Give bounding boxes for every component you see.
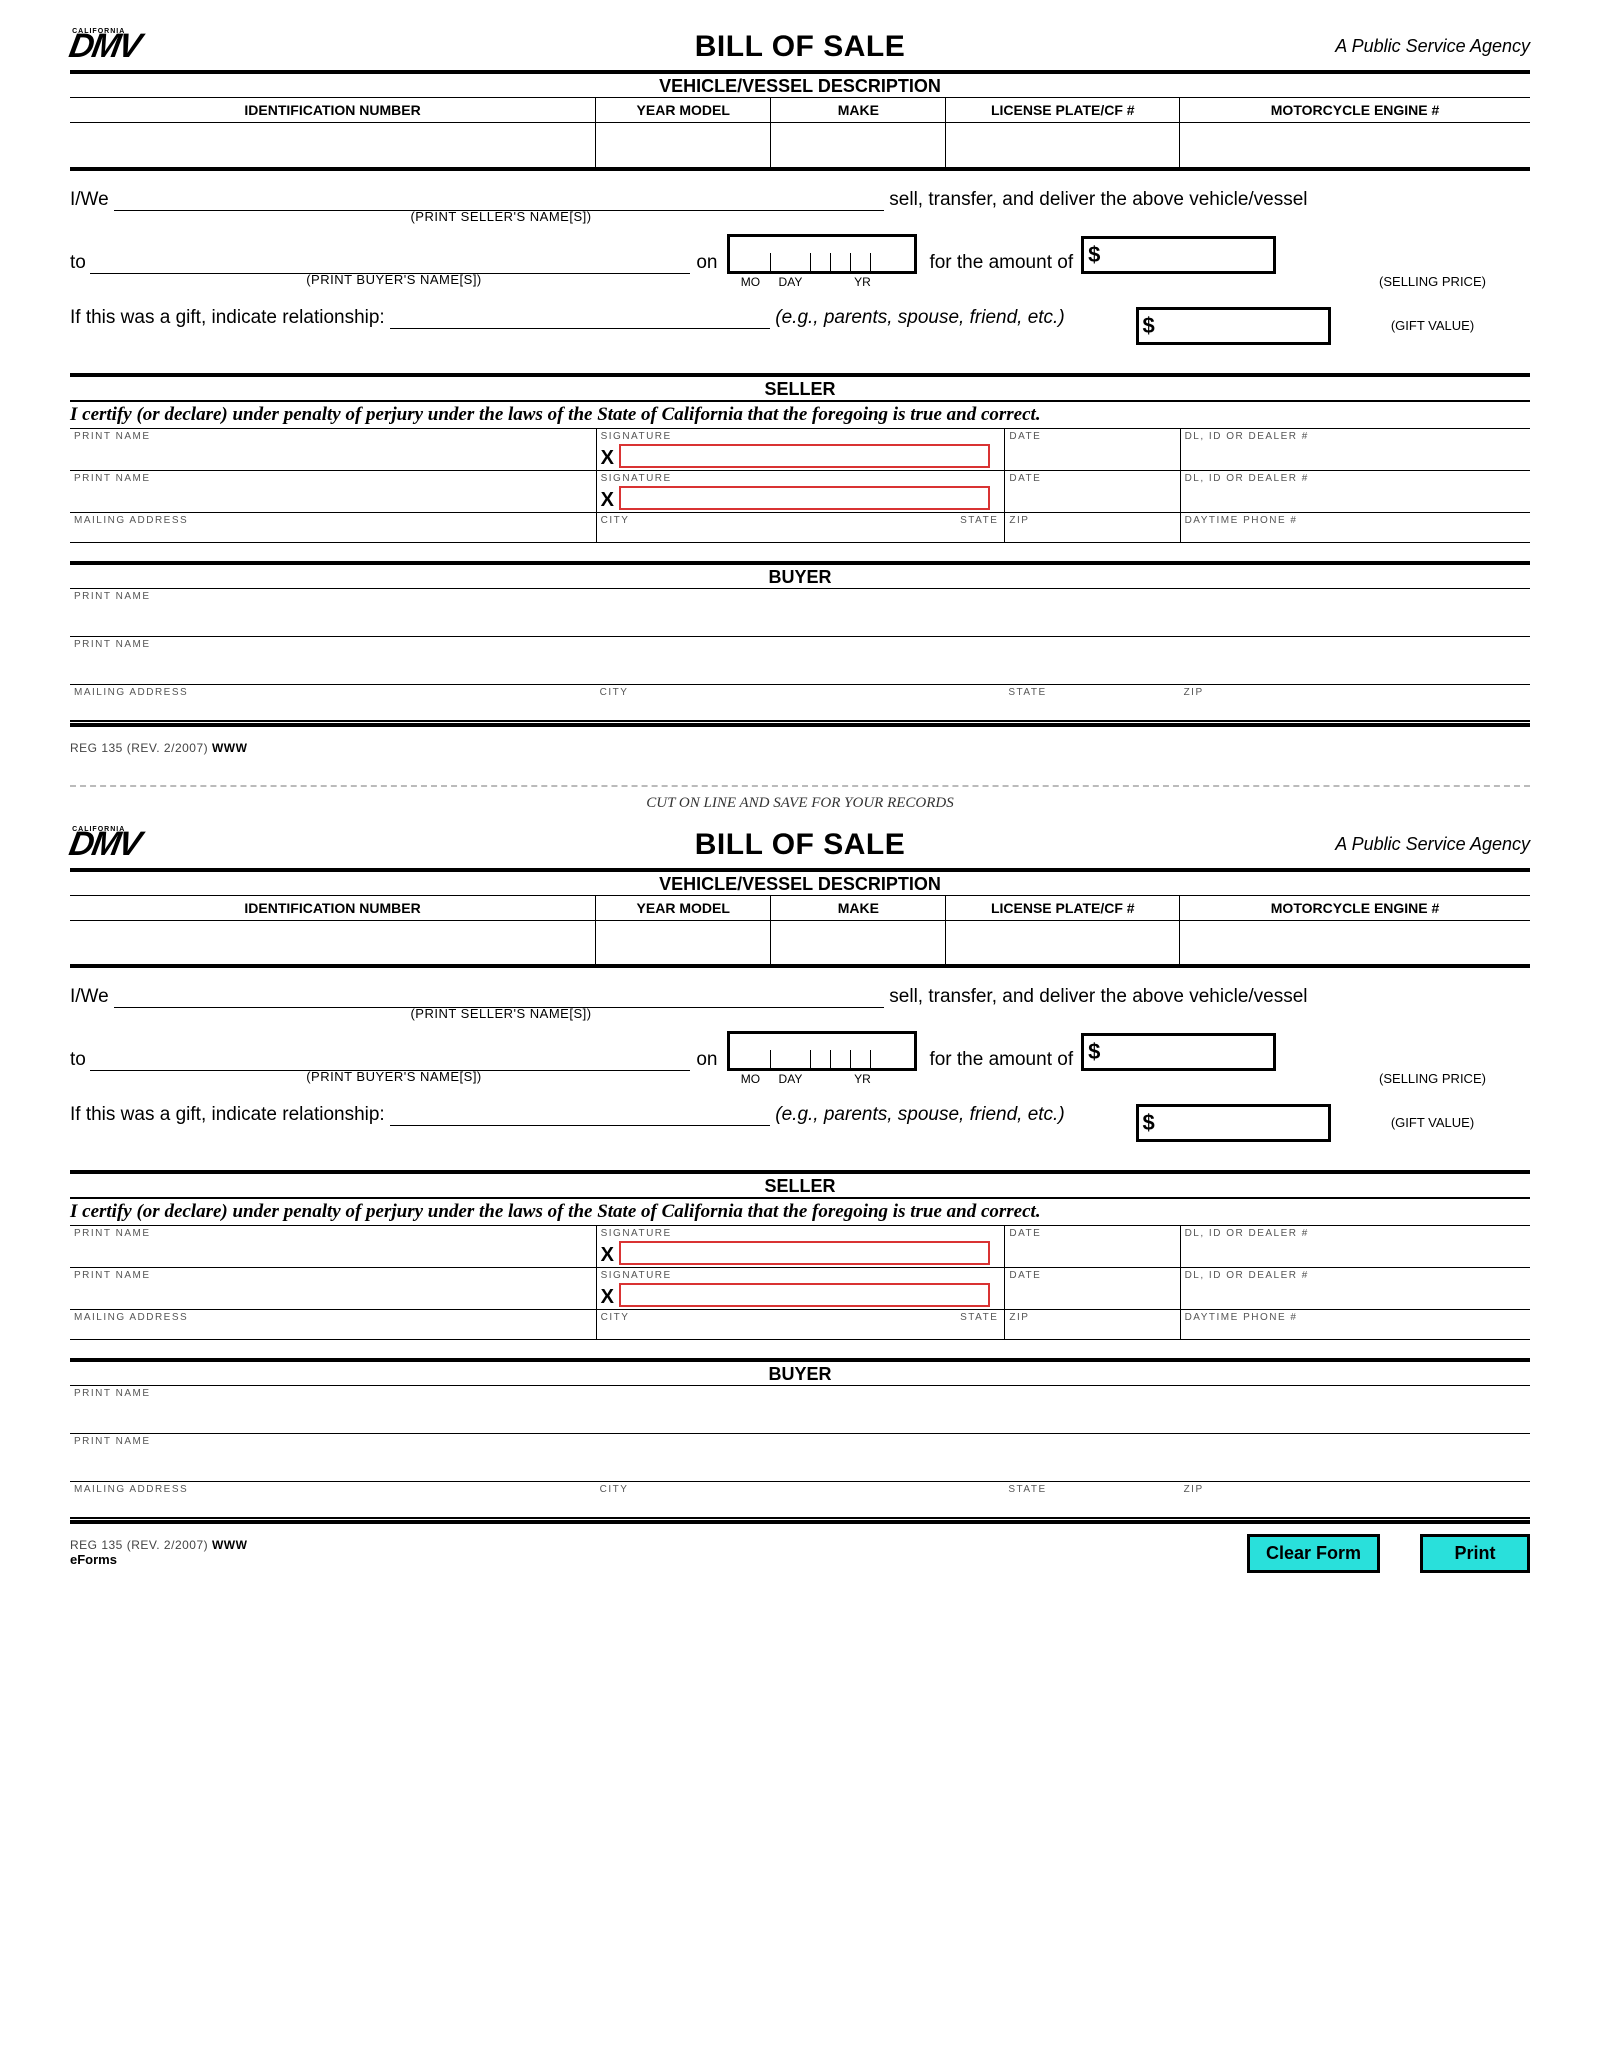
page-title-2: BILL OF SALE [70,828,1530,862]
buyer-row-2b: PRINT NAME [70,1434,1530,1482]
buyer-heading-2: BUYER [70,1358,1530,1385]
buyer-row-1b: PRINT NAME [70,1386,1530,1434]
form-bottom: CALIFORNIA DMV BILL OF SALE A Public Ser… [70,828,1530,1575]
date-box[interactable]: MO DAY YR [727,234,917,274]
buyer-addr-row-2: MAILING ADDRESS CITY STATE ZIP [70,1482,1530,1518]
cell-year[interactable] [596,123,771,169]
gift-value-caption: (GIFT VALUE) [1335,318,1530,333]
button-row: REG 135 (REV. 2/2007) WWW eForms Clear F… [70,1534,1530,1574]
gift-line: If this was a gift, indicate relationshi… [70,307,1530,345]
cell-engine-2[interactable] [1180,920,1530,966]
agency-text: A Public Service Agency [1335,36,1530,57]
col-engine: MOTORCYCLE ENGINE # [1180,98,1530,123]
seller-heading: SELLER [70,373,1530,400]
clear-form-button[interactable]: Clear Form [1247,1534,1380,1573]
bottom-rule [70,721,1530,727]
seller-signature-2b[interactable] [619,1283,991,1307]
cell-engine[interactable] [1180,123,1530,169]
seller-heading-2: SELLER [70,1170,1530,1197]
cell-id-2[interactable] [70,920,596,966]
col-plate: LICENSE PLATE/CF # [946,98,1180,123]
cell-id[interactable] [70,123,596,169]
vehicle-desc-heading-2: VEHICLE/VESSEL DESCRIPTION [70,868,1530,895]
seller-addr-row: MAILING ADDRESS CITYSTATE ZIP DAYTIME PH… [70,513,1530,543]
vehicle-desc-table-2: IDENTIFICATION NUMBER YEAR MODEL MAKE LI… [70,895,1530,969]
buyer-row-2: PRINT NAME [70,637,1530,685]
header: CALIFORNIA DMV BILL OF SALE A Public Ser… [70,30,1530,70]
buyer-addr-row: MAILING ADDRESS CITY STATE ZIP [70,685,1530,721]
col-id: IDENTIFICATION NUMBER [70,98,596,123]
seller-row-2b: PRINT NAME SIGNATURE X DATE DL, ID OR DE… [70,1268,1530,1310]
dmv-logo-2: CALIFORNIA DMV [67,828,142,857]
gift-value-box-2[interactable]: $ [1136,1104,1331,1142]
vehicle-desc-heading: VEHICLE/VESSEL DESCRIPTION [70,70,1530,97]
seller-signature-1b[interactable] [619,1241,991,1265]
certify-text: I certify (or declare) under penalty of … [70,401,1530,429]
cell-make-2[interactable] [771,920,946,966]
rev-line-2: REG 135 (REV. 2/2007) WWW [70,1538,247,1552]
cut-line [70,785,1530,787]
seller-row-2: PRINT NAME SIGNATURE X DATE DL, ID OR DE… [70,471,1530,513]
rev-line: REG 135 (REV. 2/2007) WWW [70,741,1530,755]
buyer-caption: (PRINT BUYER'S NAME[S]) [94,272,694,287]
seller-row-1b: PRINT NAME SIGNATURE X DATE DL, ID OR DE… [70,1226,1530,1268]
col-make: MAKE [771,98,946,123]
iwe-line: I/We sell, transfer, and deliver the abo… [70,189,1530,211]
date-box-2[interactable]: MO DAY YR [727,1031,917,1071]
to-line-2: to on MO DAY YR for the amount of $ [70,1031,1530,1071]
page-title: BILL OF SALE [70,30,1530,64]
agency-text-2: A Public Service Agency [1335,834,1530,855]
cell-make[interactable] [771,123,946,169]
to-line: to on MO DAY YR for the amount of $ [70,234,1530,274]
header-2: CALIFORNIA DMV BILL OF SALE A Public Ser… [70,828,1530,868]
seller-signature-1[interactable] [619,444,991,468]
gift-line-2: If this was a gift, indicate relationshi… [70,1104,1530,1142]
selling-price-box[interactable]: $ [1081,236,1276,274]
bottom-rule-2 [70,1518,1530,1524]
col-year: YEAR MODEL [596,98,771,123]
cell-plate[interactable] [946,123,1180,169]
cell-year-2[interactable] [596,920,771,966]
selling-price-box-2[interactable]: $ [1081,1033,1276,1071]
vehicle-desc-table: IDENTIFICATION NUMBER YEAR MODEL MAKE LI… [70,97,1530,171]
cut-text: CUT ON LINE AND SAVE FOR YOUR RECORDS [70,795,1530,812]
gift-relationship-line[interactable] [390,328,770,329]
form-top: CALIFORNIA DMV BILL OF SALE A Public Ser… [70,30,1530,755]
buyer-heading: BUYER [70,561,1530,588]
gift-relationship-line-2[interactable] [390,1125,770,1126]
seller-signature-2[interactable] [619,486,991,510]
gift-value-box[interactable]: $ [1136,307,1331,345]
seller-row-1: PRINT NAME SIGNATURE X DATE DL, ID OR DE… [70,429,1530,471]
seller-caption: (PRINT SELLER'S NAME[S]) [116,209,886,224]
seller-addr-row-2: MAILING ADDRESS CITYSTATE ZIP DAYTIME PH… [70,1310,1530,1340]
print-button[interactable]: Print [1420,1534,1530,1573]
dmv-logo: CALIFORNIA DMV [67,30,142,59]
selling-price-caption: (SELLING PRICE) [1335,274,1530,289]
cell-plate-2[interactable] [946,920,1180,966]
eforms-text: eForms [70,1552,247,1567]
certify-text-2: I certify (or declare) under penalty of … [70,1198,1530,1226]
buyer-row-1: PRINT NAME [70,589,1530,637]
iwe-line-2: I/We sell, transfer, and deliver the abo… [70,986,1530,1008]
